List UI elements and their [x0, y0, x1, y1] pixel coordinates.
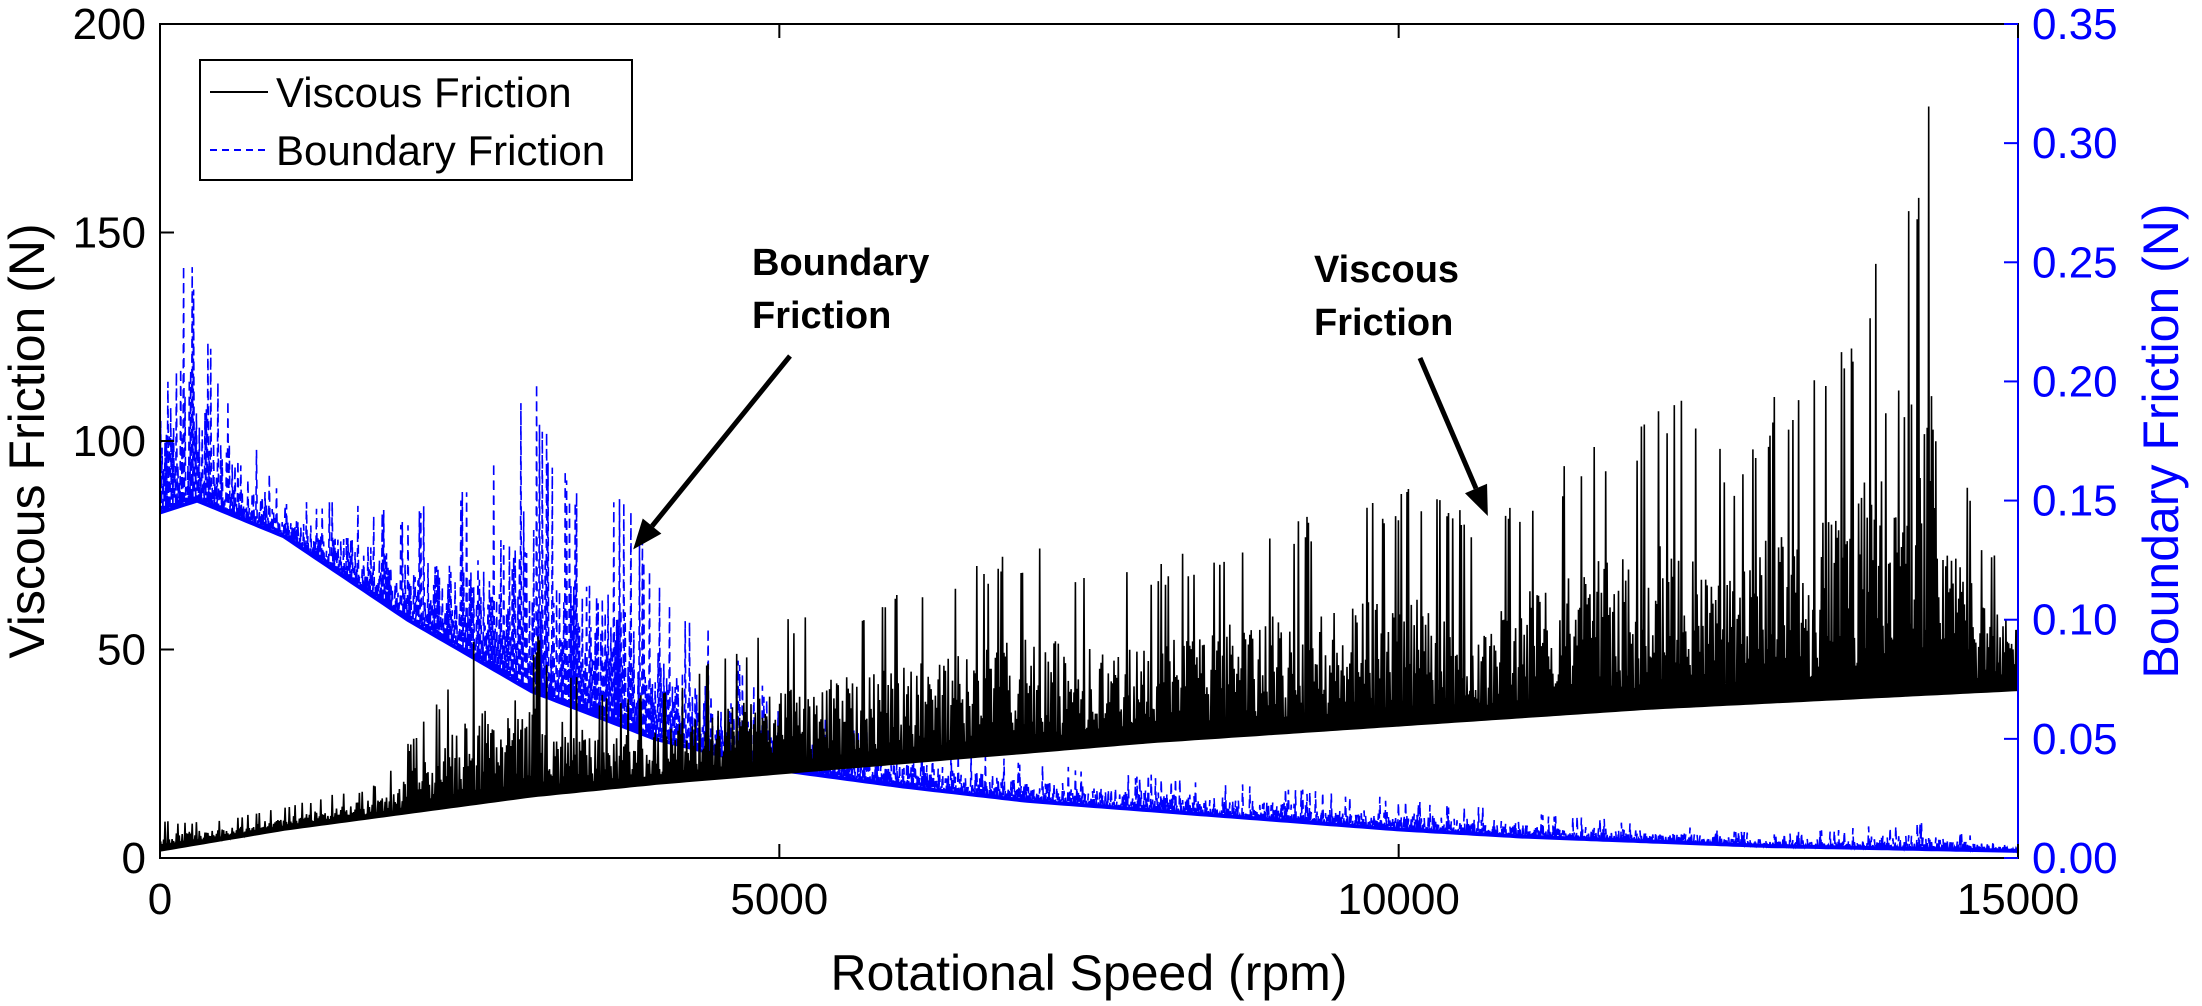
annotations: Boundary Friction Viscous Friction	[633, 242, 1488, 550]
x-tick-label: 0	[148, 875, 172, 924]
left-axis-title: Viscous Friction (N)	[0, 223, 55, 658]
right-tick-label: 0.20	[2032, 357, 2118, 406]
x-tick-label: 5000	[730, 875, 828, 924]
annotation-boundary-line1: Boundary	[752, 242, 929, 284]
x-axis-ticks: 0 5000 10000 15000	[148, 24, 2079, 924]
left-tick-label: 0	[122, 834, 146, 883]
x-tick-label: 10000	[1337, 875, 1459, 924]
series-baseline-viscous	[159, 687, 2019, 852]
right-tick-label: 0.05	[2032, 715, 2118, 764]
right-axis-ticks: 0.00 0.05 0.10 0.15 0.20 0.25 0.30 0.35	[2004, 0, 2118, 883]
annotation-viscous-friction: Viscous Friction	[1314, 249, 1488, 517]
right-tick-label: 0.00	[2032, 834, 2118, 883]
annotation-boundary-arrowhead	[633, 518, 662, 550]
left-axis-ticks: 0 50 100 150 200	[73, 0, 174, 883]
series-layer	[159, 106, 2019, 854]
x-tick-label: 15000	[1957, 875, 2079, 924]
left-tick-label: 100	[73, 417, 146, 466]
right-tick-label: 0.30	[2032, 119, 2118, 168]
annotation-boundary-line2: Friction	[752, 295, 891, 337]
annotation-boundary-arrow	[650, 354, 792, 528]
legend: Viscous Friction Boundary Friction	[199, 59, 633, 181]
left-tick-label: 50	[97, 626, 146, 675]
annotation-viscous-line2: Friction	[1314, 302, 1453, 344]
left-tick-label: 150	[73, 209, 146, 258]
legend-label-boundary: Boundary Friction	[276, 127, 605, 174]
right-tick-label: 0.35	[2032, 0, 2118, 49]
right-axis-title: Boundary Friction (N)	[2133, 203, 2189, 678]
series-baseline-boundary	[159, 498, 2019, 853]
left-tick-label: 200	[73, 0, 146, 49]
legend-box	[199, 59, 633, 181]
annotation-boundary-friction: Boundary Friction	[633, 242, 929, 550]
right-tick-label: 0.25	[2032, 238, 2118, 287]
x-axis-title: Rotational Speed (rpm)	[831, 945, 1348, 1001]
series-line-viscous	[159, 106, 2019, 850]
annotation-viscous-line1: Viscous	[1314, 249, 1459, 291]
annotation-viscous-arrow	[1417, 357, 1479, 490]
right-tick-label: 0.10	[2032, 596, 2118, 645]
annotation-viscous-arrowhead	[1464, 483, 1488, 517]
legend-label-viscous: Viscous Friction	[276, 69, 572, 116]
right-tick-label: 0.15	[2032, 477, 2118, 526]
